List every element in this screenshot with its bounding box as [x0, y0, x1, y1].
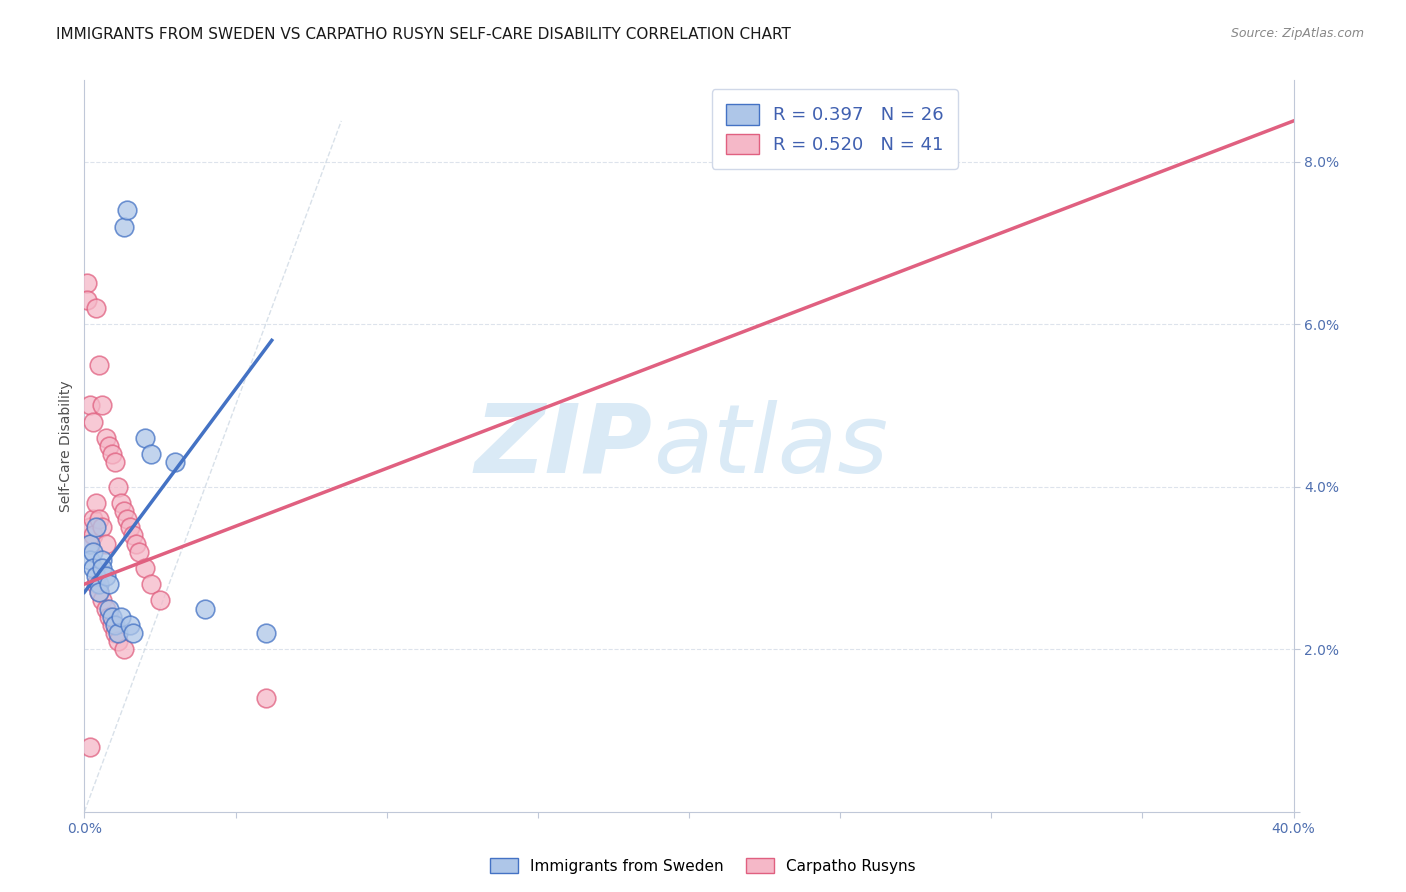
- Point: [79, 739, 101, 754]
- Point: [100, 609, 122, 624]
- Point: [254, 690, 277, 705]
- Point: [100, 447, 122, 461]
- Point: [112, 642, 135, 657]
- Point: [94, 536, 117, 550]
- Point: [118, 520, 141, 534]
- Point: [112, 504, 135, 518]
- Point: [91, 593, 114, 607]
- Point: [86, 301, 108, 315]
- Point: [91, 398, 114, 412]
- Point: [110, 609, 132, 624]
- Point: [194, 601, 217, 615]
- Text: atlas: atlas: [652, 400, 887, 492]
- Point: [97, 577, 120, 591]
- Point: [91, 561, 114, 575]
- Point: [118, 617, 141, 632]
- Text: IMMIGRANTS FROM SWEDEN VS CARPATHO RUSYN SELF-CARE DISABILITY CORRELATION CHART: IMMIGRANTS FROM SWEDEN VS CARPATHO RUSYN…: [56, 27, 792, 42]
- Point: [139, 447, 162, 461]
- Y-axis label: Self-Care Disability: Self-Care Disability: [59, 380, 73, 512]
- Point: [91, 553, 114, 567]
- Point: [107, 634, 129, 648]
- Point: [100, 617, 122, 632]
- Point: [89, 585, 111, 599]
- Point: [89, 577, 111, 591]
- Point: [82, 415, 104, 429]
- Point: [82, 544, 104, 558]
- Text: ZIP: ZIP: [475, 400, 652, 492]
- Point: [86, 520, 108, 534]
- Point: [91, 520, 114, 534]
- Point: [79, 553, 101, 567]
- Point: [86, 577, 108, 591]
- Point: [89, 512, 111, 526]
- Point: [139, 577, 162, 591]
- Point: [97, 609, 120, 624]
- Legend: R = 0.397   N = 26, R = 0.520   N = 41: R = 0.397 N = 26, R = 0.520 N = 41: [711, 89, 957, 169]
- Point: [254, 626, 277, 640]
- Point: [125, 536, 148, 550]
- Point: [79, 536, 101, 550]
- Point: [134, 561, 156, 575]
- Point: [134, 431, 156, 445]
- Point: [107, 480, 129, 494]
- Point: [121, 626, 143, 640]
- Point: [79, 536, 101, 550]
- Point: [89, 585, 111, 599]
- Point: [104, 626, 127, 640]
- Point: [115, 512, 138, 526]
- Point: [107, 626, 129, 640]
- Point: [82, 512, 104, 526]
- Point: [94, 601, 117, 615]
- Legend: Immigrants from Sweden, Carpatho Rusyns: Immigrants from Sweden, Carpatho Rusyns: [484, 852, 922, 880]
- Point: [97, 439, 120, 453]
- Point: [86, 496, 108, 510]
- Point: [112, 219, 135, 234]
- Point: [128, 544, 150, 558]
- Point: [97, 601, 120, 615]
- Text: Source: ZipAtlas.com: Source: ZipAtlas.com: [1230, 27, 1364, 40]
- Point: [79, 398, 101, 412]
- Point: [104, 617, 127, 632]
- Point: [89, 358, 111, 372]
- Point: [76, 277, 98, 291]
- Point: [82, 528, 104, 542]
- Point: [110, 496, 132, 510]
- Point: [76, 293, 98, 307]
- Point: [79, 520, 101, 534]
- Point: [94, 431, 117, 445]
- Point: [115, 203, 138, 218]
- Point: [149, 593, 172, 607]
- Point: [104, 455, 127, 469]
- Point: [165, 455, 187, 469]
- Point: [121, 528, 143, 542]
- Point: [86, 569, 108, 583]
- Point: [82, 561, 104, 575]
- Point: [94, 569, 117, 583]
